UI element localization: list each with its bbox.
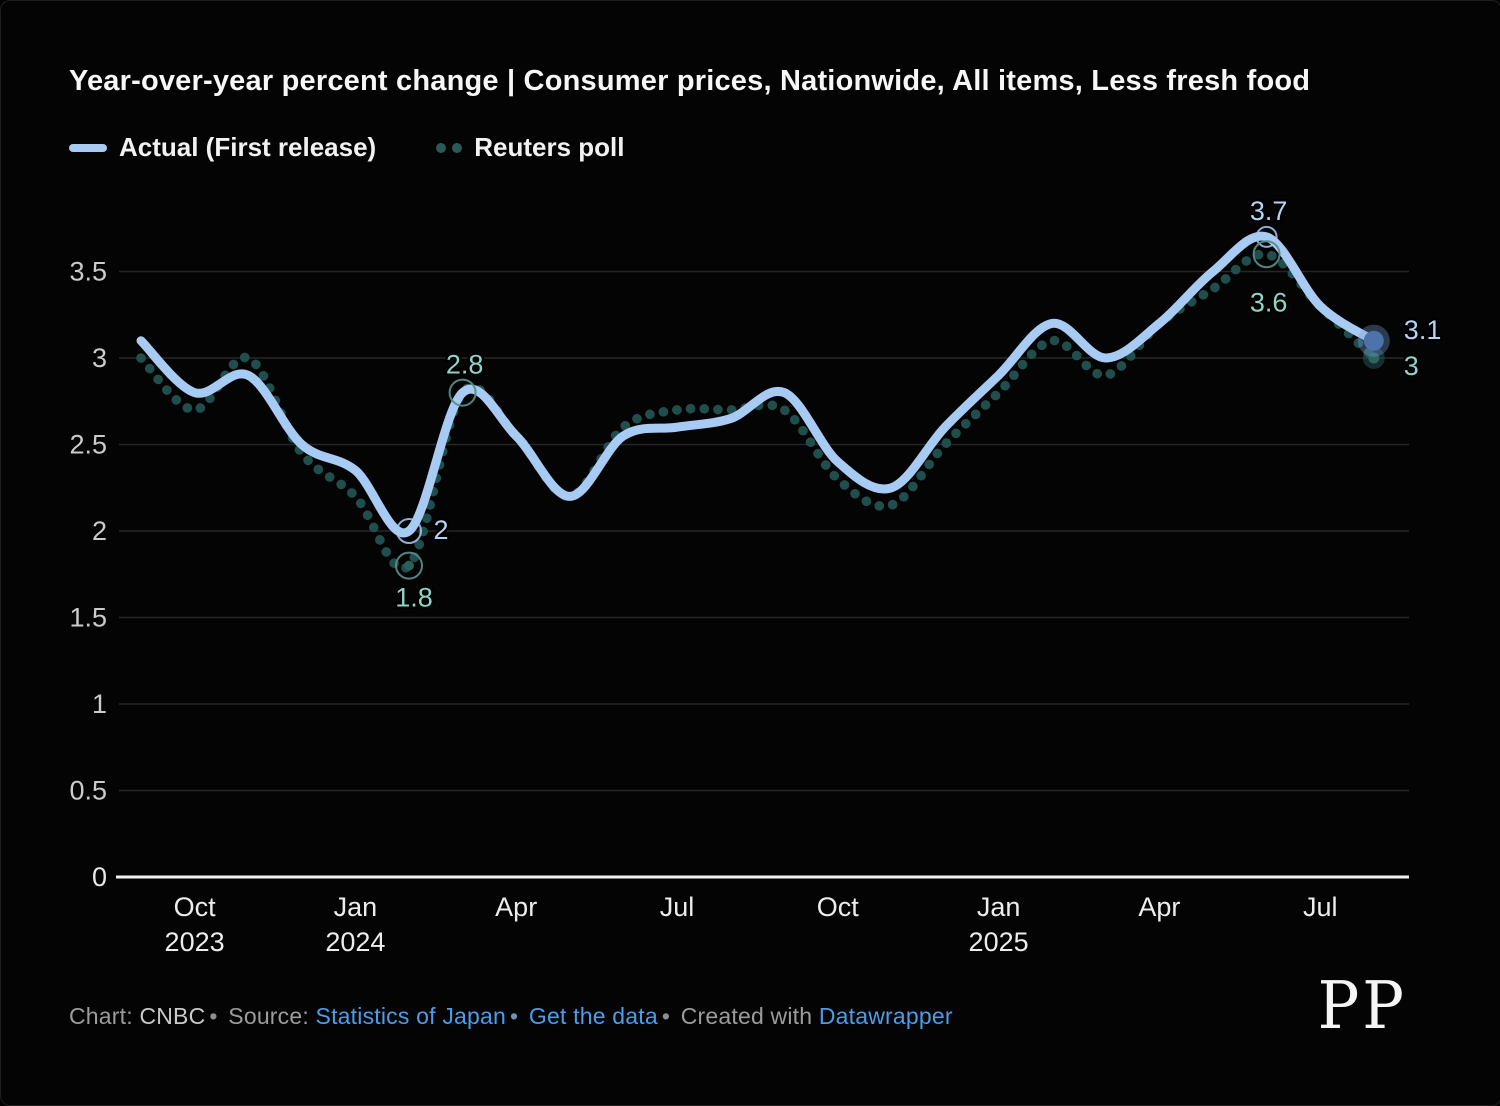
- poll-point-circle: [1252, 240, 1281, 269]
- poll-value-annotation: 3: [1404, 351, 1419, 381]
- legend-actual-label: Actual (First release): [119, 132, 377, 162]
- datawrapper-link[interactable]: Datawrapper: [818, 1003, 953, 1029]
- poll-end-dot: [1368, 352, 1380, 364]
- actual-line-swatch-icon: [69, 143, 107, 152]
- x-tick-month-label: Jul: [660, 892, 695, 922]
- x-tick-month-label: Oct: [817, 892, 860, 922]
- y-tick-label: 3: [92, 343, 107, 373]
- actual-value-annotation: 3.7: [1250, 196, 1288, 226]
- actual-value-annotation: 3.1: [1404, 315, 1442, 345]
- y-tick-label: 1.5: [69, 603, 107, 633]
- footer-separator: •: [209, 1003, 218, 1029]
- y-tick-label: 2: [92, 516, 107, 546]
- footer-chart-value: CNBC: [139, 1003, 206, 1029]
- actual-point-circle: [1255, 225, 1278, 248]
- legend: Actual (First release) Reuters poll: [69, 132, 670, 163]
- x-tick-month-label: Jan: [334, 892, 378, 922]
- actual-value-annotation: 2: [433, 515, 448, 545]
- poll-dots-swatch-icon: [436, 142, 463, 153]
- footer-separator: •: [510, 1003, 519, 1029]
- x-tick-month-label: Jul: [1303, 892, 1338, 922]
- y-tick-label: 0.5: [69, 776, 107, 806]
- x-tick-month-label: Apr: [495, 892, 537, 922]
- poll-value-annotation: 1.8: [395, 583, 433, 613]
- legend-item-poll: Reuters poll: [436, 132, 624, 163]
- y-tick-label: 3.5: [69, 257, 107, 287]
- source-link[interactable]: Statistics of Japan: [315, 1003, 506, 1029]
- y-tick-label: 1: [92, 689, 107, 719]
- poll-point-circle: [448, 378, 477, 407]
- poll-point-circle: [395, 551, 423, 580]
- poll-value-annotation: 2.8: [446, 350, 484, 380]
- footer-separator: •: [661, 1003, 671, 1029]
- x-tick-year-label: 2023: [165, 927, 225, 957]
- x-tick-year-label: 2024: [325, 927, 385, 957]
- actual-point-circle: [396, 518, 422, 544]
- footer-created-with: Created with: [680, 1003, 819, 1029]
- poll-point-center-dot: [404, 560, 414, 571]
- x-tick-year-label: 2025: [969, 927, 1029, 957]
- poll-value-annotation: 3.6: [1250, 287, 1288, 317]
- legend-item-actual: Actual (First release): [69, 132, 376, 163]
- x-tick-month-label: Apr: [1138, 892, 1180, 922]
- y-tick-label: 0: [92, 862, 107, 892]
- pp-logo: PP: [1317, 967, 1407, 1044]
- legend-poll-label: Reuters poll: [474, 132, 625, 162]
- page-title: Year-over-year percent change | Consumer…: [69, 65, 1311, 97]
- footer-chart-label: Chart:: [69, 1003, 140, 1029]
- get-data-link[interactable]: Get the data: [528, 1003, 658, 1029]
- actual-line: [136, 231, 1379, 538]
- x-tick-month-label: Jan: [977, 892, 1021, 922]
- y-tick-label: 2.5: [69, 430, 107, 460]
- footer-source-label: Source:: [228, 1003, 316, 1029]
- x-tick-month-label: Oct: [174, 892, 217, 922]
- footer-byline: Chart: CNBC • Source: Statistics of Japan…: [69, 1003, 953, 1030]
- actual-end-dot: [1363, 330, 1384, 351]
